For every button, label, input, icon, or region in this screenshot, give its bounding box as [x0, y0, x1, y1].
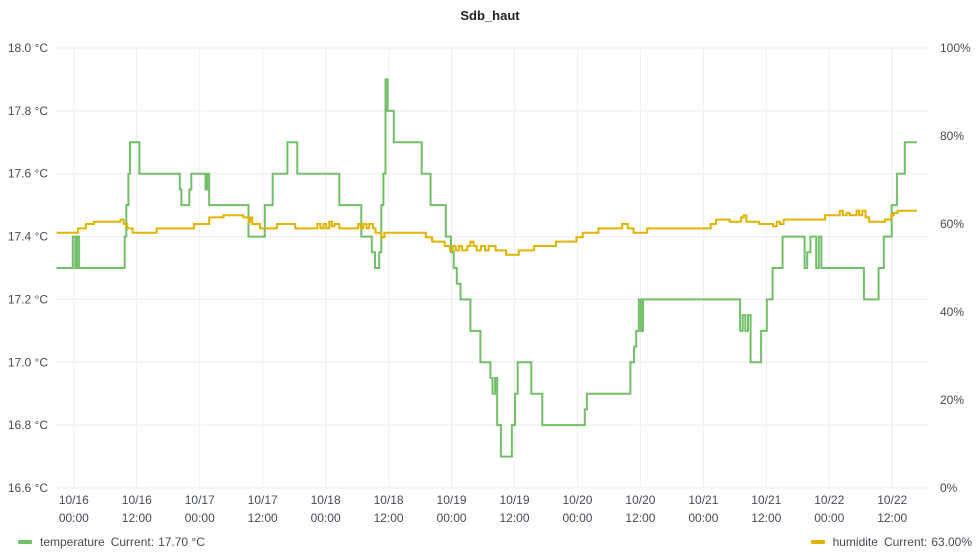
x-tick-label: 00:00 — [814, 511, 844, 525]
x-tick-label: 10/22 — [814, 493, 844, 507]
legend-current-value: 63.00% — [931, 535, 972, 549]
x-tick-label: 00:00 — [185, 511, 215, 525]
legend-swatch-humidite — [810, 540, 825, 544]
chart-title: Sdb_haut — [460, 8, 520, 23]
x-tick-label: 12:00 — [499, 511, 529, 525]
y-right-tick-label: 20% — [940, 393, 964, 407]
x-tick-label: 12:00 — [625, 511, 655, 525]
x-tick-label: 10/18 — [374, 493, 404, 507]
y-left-tick-label: 17.2 °C — [8, 292, 48, 306]
legend-series-name: humidite — [832, 535, 878, 549]
x-tick-label: 00:00 — [562, 511, 592, 525]
x-tick-label: 10/21 — [751, 493, 781, 507]
x-tick-label: 10/19 — [437, 493, 467, 507]
x-tick-label: 10/20 — [625, 493, 655, 507]
y-right-tick-label: 80% — [940, 129, 964, 143]
x-tick-label: 10/17 — [248, 493, 278, 507]
x-tick-label: 10/21 — [688, 493, 718, 507]
y-left-tick-label: 16.8 °C — [8, 418, 48, 432]
x-tick-label: 10/20 — [562, 493, 592, 507]
y-left-tick-label: 16.6 °C — [8, 481, 48, 495]
x-tick-label: 00:00 — [311, 511, 341, 525]
legend-current-label: Current: — [883, 535, 928, 549]
x-tick-label: 00:00 — [437, 511, 467, 525]
x-tick-label: 12:00 — [374, 511, 404, 525]
x-tick-label: 10/17 — [185, 493, 215, 507]
series-line-humidite — [56, 209, 917, 256]
x-tick-label: 10/18 — [311, 493, 341, 507]
y-right-tick-label: 40% — [940, 305, 964, 319]
legend-swatch-temperature — [18, 540, 32, 544]
y-left-tick-label: 17.6 °C — [8, 167, 48, 181]
series-line-temperature — [56, 78, 917, 458]
x-tick-label: 12:00 — [877, 511, 907, 525]
x-tick-label: 10/16 — [59, 493, 89, 507]
x-tick-label: 10/19 — [499, 493, 529, 507]
x-tick-label: 10/16 — [122, 493, 152, 507]
legend-series-name: temperature — [40, 535, 105, 549]
y-right-tick-label: 0% — [940, 481, 958, 495]
x-tick-label: 10/22 — [877, 493, 907, 507]
y-left-tick-label: 17.0 °C — [8, 355, 48, 369]
x-tick-label: 12:00 — [751, 511, 781, 525]
y-left-tick-label: 17.8 °C — [8, 104, 48, 118]
y-left-tick-label: 17.4 °C — [8, 230, 48, 244]
x-tick-label: 00:00 — [59, 511, 89, 525]
y-left-tick-label: 18.0 °C — [8, 41, 48, 55]
x-tick-label: 12:00 — [122, 511, 152, 525]
legend-current-value: 17.70 °C — [158, 535, 205, 549]
legend-current-label: Current: — [110, 535, 155, 549]
legend-item-humidite[interactable]: humidite Current: 63.00% — [810, 535, 972, 549]
y-right-tick-label: 60% — [940, 217, 964, 231]
x-tick-label: 00:00 — [688, 511, 718, 525]
y-right-tick-label: 100% — [940, 41, 971, 55]
legend-item-temperature[interactable]: temperature Current: 17.70 °C — [18, 535, 205, 549]
x-tick-label: 12:00 — [248, 511, 278, 525]
